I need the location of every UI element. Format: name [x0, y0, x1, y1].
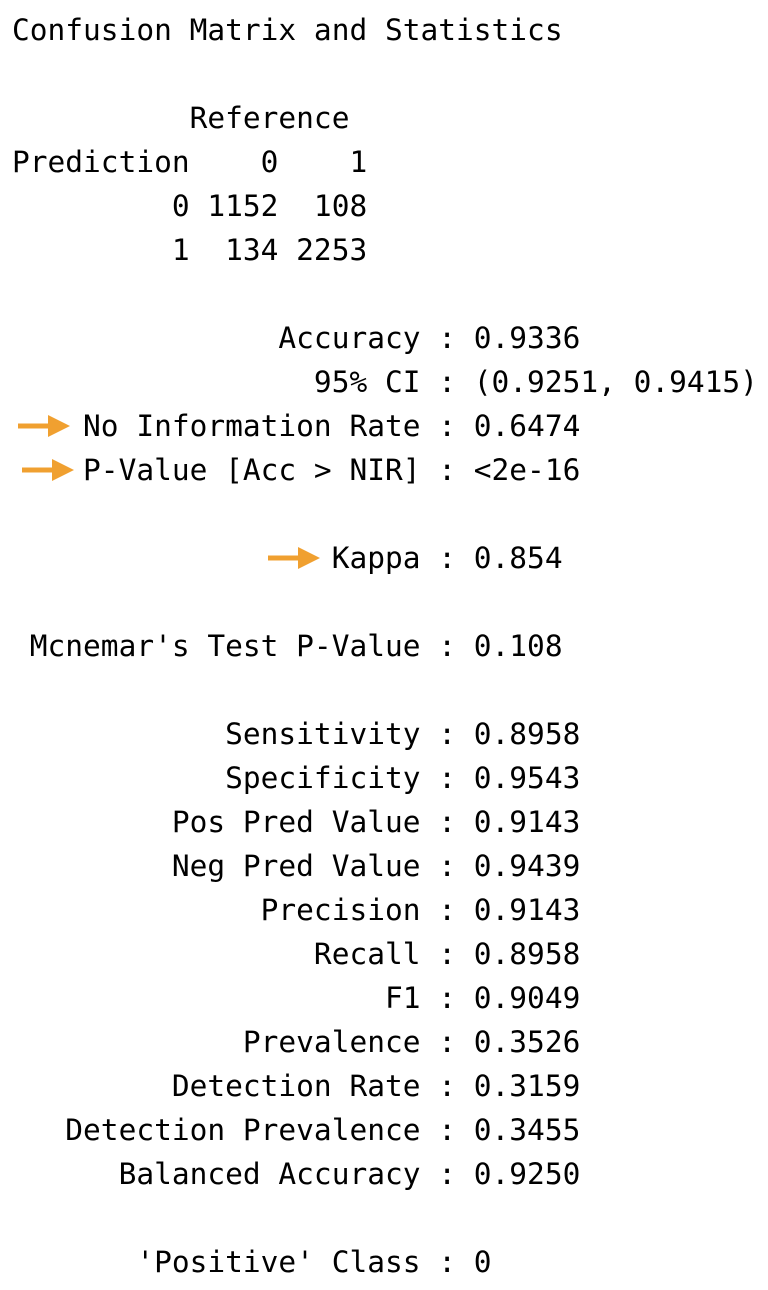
matrix-reference-header: Reference	[12, 101, 350, 135]
arrow-right-icon	[268, 547, 320, 569]
matrix-column-header: Prediction 0 1	[12, 145, 368, 179]
stat-prevalence: Prevalence : 0.3526	[12, 1025, 581, 1059]
arrow-right-icon	[22, 459, 74, 481]
stat-recall: Recall : 0.8958	[12, 937, 581, 971]
stat-p-value: P-Value [Acc > NIR] : <2e-16	[12, 453, 581, 487]
stat-accuracy: Accuracy : 0.9336	[12, 321, 581, 355]
stat-no-information-rate: No Information Rate : 0.6474	[12, 409, 581, 443]
stat-specificity: Specificity : 0.9543	[12, 761, 581, 795]
stat-positive-class: 'Positive' Class : 0	[12, 1245, 492, 1279]
stat-precision: Precision : 0.9143	[12, 893, 581, 927]
stat-95-ci: 95% CI : (0.9251, 0.9415)	[12, 365, 758, 399]
stat-neg-pred-value: Neg Pred Value : 0.9439	[12, 849, 581, 883]
output-title: Confusion Matrix and Statistics	[12, 13, 563, 47]
stat-detection-prevalence: Detection Prevalence : 0.3455	[12, 1113, 581, 1147]
matrix-row-1: 1 134 2253	[12, 233, 368, 267]
stat-kappa: Kappa : 0.854	[12, 541, 563, 575]
stat-pos-pred-value: Pos Pred Value : 0.9143	[12, 805, 581, 839]
stat-f1: F1 : 0.9049	[12, 981, 581, 1015]
stat-detection-rate: Detection Rate : 0.3159	[12, 1069, 581, 1103]
matrix-row-0: 0 1152 108	[12, 189, 368, 223]
stat-mcnemar: Mcnemar's Test P-Value : 0.108	[12, 629, 563, 663]
arrow-right-icon	[18, 415, 70, 437]
stat-sensitivity: Sensitivity : 0.8958	[12, 717, 581, 751]
stat-balanced-accuracy: Balanced Accuracy : 0.9250	[12, 1157, 581, 1191]
